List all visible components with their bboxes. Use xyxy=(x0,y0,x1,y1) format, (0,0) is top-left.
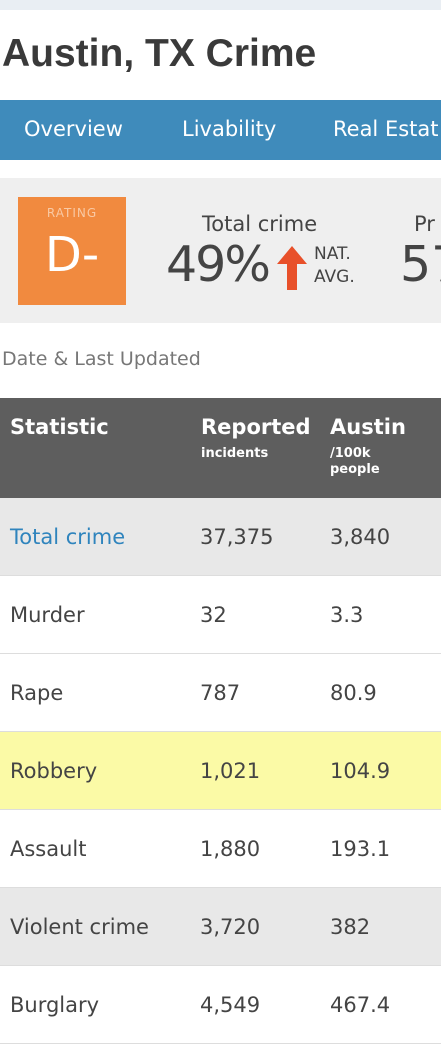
cell-value: 37,375 xyxy=(200,525,274,549)
nat-label: NAT. xyxy=(314,244,351,264)
cell-value: 193.1 xyxy=(330,837,391,861)
avg-label: AVG. xyxy=(314,267,355,287)
table-row: Total crime 37,375 3,840 xyxy=(0,498,441,576)
column-title: Statistic xyxy=(10,415,109,439)
summary-panel: RATING D- Total crime 49% NAT. AVG. Pr 5… xyxy=(0,178,441,323)
cell-value: 104.9 xyxy=(330,759,391,783)
table-row: Assault 1,880 193.1 xyxy=(0,810,441,888)
cell-value: 80.9 xyxy=(330,681,377,705)
table-row: Rape 787 80.9 xyxy=(0,654,441,732)
next-label: Pr xyxy=(414,212,435,236)
row-label: Assault xyxy=(10,837,87,861)
column-subtitle: /100k people xyxy=(330,446,380,477)
table-row: Robbery 1,021 104.9 xyxy=(0,732,441,810)
page-title: Austin, TX Crime xyxy=(2,32,317,75)
cell-value: 3,840 xyxy=(330,525,391,549)
row-label: Murder xyxy=(10,603,85,627)
date-label: Date & Last Updated xyxy=(2,348,201,370)
total-value: 49% xyxy=(166,236,271,293)
cell-value: 787 xyxy=(200,681,241,705)
rating-box: RATING D- xyxy=(18,197,126,305)
cell-value: 1,880 xyxy=(200,837,261,861)
row-label: Burglary xyxy=(10,993,100,1017)
cell-value: 467.4 xyxy=(330,993,391,1017)
cell-value: 1,021 xyxy=(200,759,261,783)
nav-tab[interactable]: Real Estat xyxy=(333,117,439,141)
total-label: Total crime xyxy=(202,212,318,236)
row-label: Violent crime xyxy=(10,915,149,939)
cell-value: 32 xyxy=(200,603,227,627)
table-row: Burglary 4,549 467.4 xyxy=(0,966,441,1044)
table-row: Violent crime 3,720 382 xyxy=(0,888,441,966)
column-title: Austin xyxy=(330,415,406,439)
nav-tab[interactable]: Livability xyxy=(182,117,277,141)
row-label: Robbery xyxy=(10,759,98,783)
up-arrow xyxy=(277,246,307,290)
nav-tab[interactable]: Overview xyxy=(24,117,123,141)
column-subtitle: incidents xyxy=(201,446,269,461)
table-row: Murder 32 3.3 xyxy=(0,576,441,654)
column-title: Reported xyxy=(201,415,311,439)
nav-bar: Overview Livability Real Estat xyxy=(0,100,441,160)
rating-grade: D- xyxy=(44,227,100,283)
rating-label: RATING xyxy=(46,206,98,220)
table-header: Statistic Reported incidents Austin /100… xyxy=(0,398,441,498)
row-label[interactable]: Total crime xyxy=(10,525,126,549)
next-value: 57 xyxy=(400,236,441,293)
cell-value: 3,720 xyxy=(200,915,261,939)
cell-value: 4,549 xyxy=(200,993,261,1017)
cell-value: 382 xyxy=(330,915,371,939)
cell-value: 3.3 xyxy=(330,603,364,627)
row-label: Rape xyxy=(10,681,64,705)
top-band xyxy=(0,0,441,10)
